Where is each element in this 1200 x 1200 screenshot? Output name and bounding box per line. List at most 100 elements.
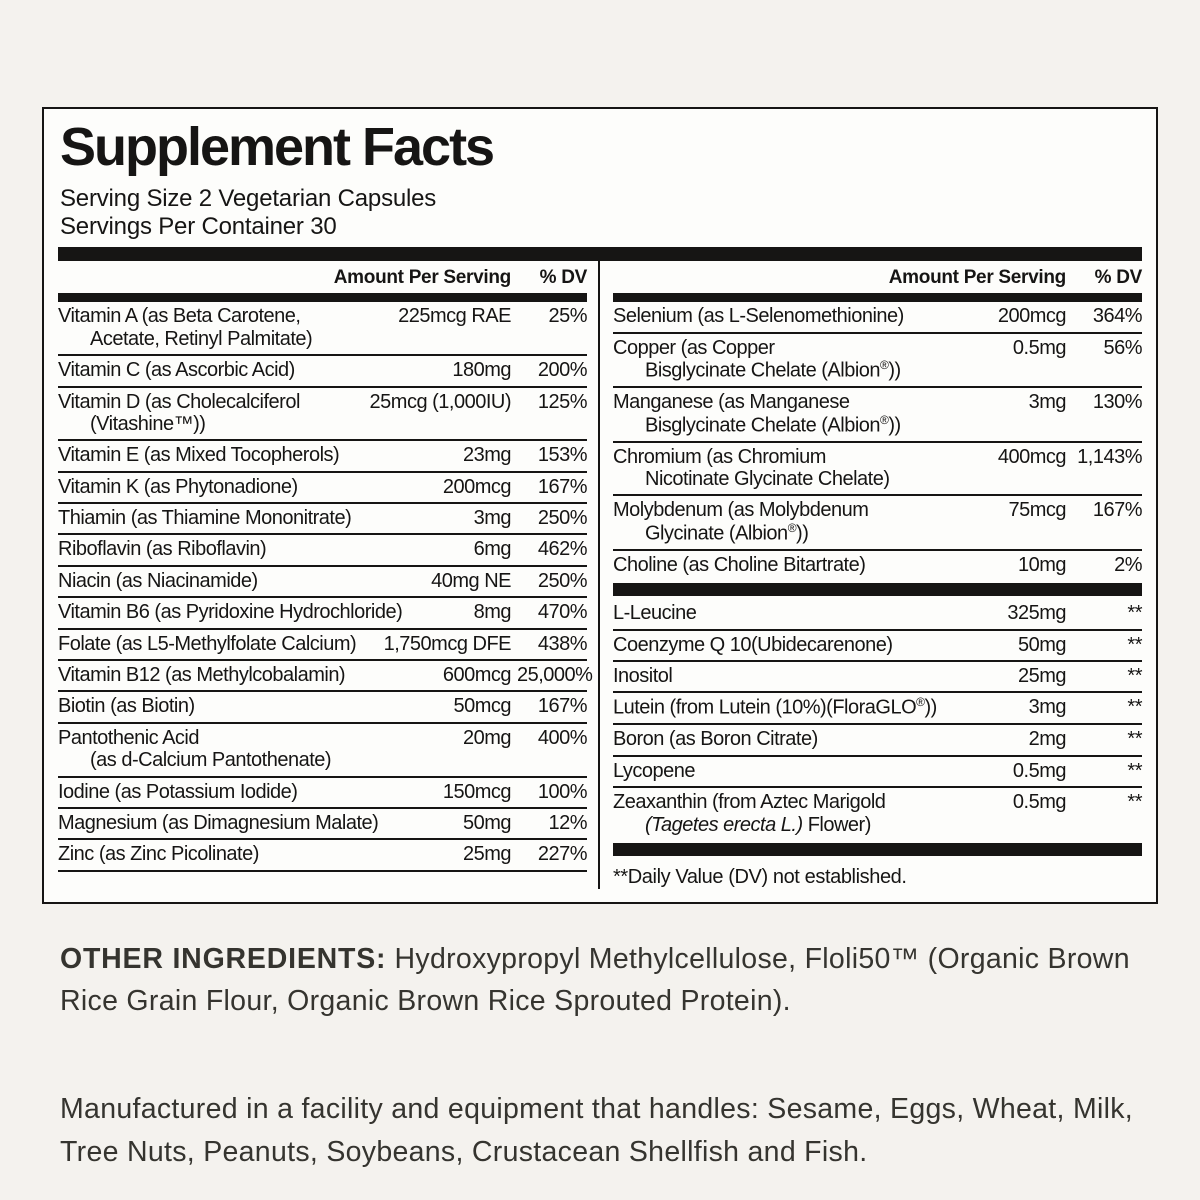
ingredient-name: Molybdenum (as Molybdenum Glycinate (Albi… [613, 499, 869, 545]
ingredient-name: Inositol [613, 665, 673, 687]
row-separator [58, 354, 587, 357]
row-separator [58, 838, 587, 841]
table-row: Thiamin (as Thiamine Mononitrate) 3mg 250% [58, 504, 588, 533]
ingredient-name: Vitamin K (as Phytonadione) [58, 475, 298, 498]
row-separator [613, 691, 1142, 694]
row-separator [613, 331, 1142, 334]
amount-cell: 50mg [1017, 633, 1067, 656]
amount-cell: 400mcg [997, 445, 1067, 468]
footer-text-block: OTHER INGREDIENTS: Hydroxypropyl Methylc… [60, 938, 1152, 1173]
dv-cell: 12% [548, 811, 587, 834]
amount-cell: 3mg [473, 507, 512, 530]
row-separator [58, 564, 587, 567]
amount-cell: 50mg [462, 811, 512, 834]
ingredient-name: Copper (as Copper Bisglycinate Chelate (A… [613, 336, 901, 382]
table-row: Zeaxanthin (from Aztec Marigold (Tagetes … [613, 788, 1143, 840]
dv-cell: 167% [537, 695, 588, 718]
dv-cell: 200% [537, 359, 588, 382]
table-row: Vitamin E (as Mixed Tocopherols) 23mg 153% [58, 441, 588, 470]
ingredient-name: Vitamin D (as Cholecalciferol (Vitashine™… [58, 390, 300, 435]
ingredient-name: Niacin (as Niacinamide) [58, 569, 258, 592]
facts-columns: Amount Per Serving % DV Vitamin A (as Be… [58, 261, 1143, 889]
table-row: Niacin (as Niacinamide) 40mg NE 250% [58, 567, 588, 596]
ingredient-name: Thiamin (as Thiamine Mononitrate) [58, 507, 352, 530]
table-row: Boron (as Boron Citrate) 2mg ** [613, 725, 1143, 754]
amount-cell: 200mcg [442, 475, 512, 498]
amount-header: Amount Per Serving [333, 267, 512, 289]
other-ingredients-paragraph: OTHER INGREDIENTS: Hydroxypropyl Methylc… [60, 938, 1152, 1022]
dv-cell: 100% [537, 780, 588, 803]
dv-cell: 400% [537, 726, 588, 749]
header-rule-bar [58, 293, 587, 303]
table-row: Lutein (from Lutein (10%)(FloraGLO®)) 3mg… [613, 693, 1143, 723]
amount-cell: 600mcg [442, 664, 512, 687]
dv-cell: 56% [1103, 336, 1142, 359]
amount-cell: 1,750mcg DFE [383, 632, 512, 655]
row-separator [58, 806, 587, 809]
section-divider-bar [613, 583, 1142, 597]
header-rule-bar [613, 293, 1142, 303]
amount-cell: 325mg [1007, 602, 1066, 625]
supplement-facts-panel: Supplement Facts Serving Size 2 Vegetari… [42, 107, 1158, 904]
table-row: Choline (as Choline Bitartrate) 10mg 2% [613, 551, 1143, 580]
ingredient-name: Folate (as L5-Methylfolate Calcium) [58, 632, 357, 655]
dv-cell: ** [1127, 759, 1142, 782]
panel-title: Supplement Facts [60, 117, 495, 177]
row-separator [613, 548, 1142, 551]
dv-cell: 130% [1092, 391, 1143, 414]
column-header-left: Amount Per Serving % DV [58, 261, 588, 293]
amount-cell: 3mg [1028, 391, 1067, 414]
dv-cell: ** [1127, 602, 1142, 625]
amount-cell: 25mcg (1,000IU) [369, 390, 512, 413]
servings-per-container-line: Servings Per Container 30 [60, 212, 337, 240]
row-separator [613, 723, 1142, 726]
table-row: Riboflavin (as Riboflavin) 6mg 462% [58, 535, 588, 564]
dv-cell: 125% [537, 390, 588, 413]
row-separator [613, 660, 1142, 662]
table-row: Iodine (as Potassium Iodide) 150mcg 100% [58, 778, 588, 807]
dv-footnote: **Daily Value (DV) not established. [613, 866, 907, 888]
column-header-right: Amount Per Serving % DV [613, 261, 1143, 293]
serving-size-line: Serving Size 2 Vegetarian Capsules [60, 184, 437, 212]
row-separator [613, 386, 1142, 389]
amount-cell: 180mg [452, 359, 511, 382]
amount-cell: 150mcg [442, 780, 512, 803]
table-row: L-Leucine 325mg ** [613, 599, 1143, 628]
row-separator [58, 385, 587, 388]
table-rows-left: Vitamin A (as Beta Carotene, Acetate, Ret… [58, 302, 593, 872]
table-row: Inositol 25mg ** [613, 662, 1143, 691]
dv-cell: 25% [548, 305, 587, 328]
dv-cell: 153% [537, 444, 588, 467]
amount-cell: 0.5mg [1012, 336, 1067, 359]
ingredient-name: Vitamin B12 (as Methylcobalamin) [58, 664, 346, 687]
other-ingredients-text: Hydroxypropyl Methylcellulose, Floli50™ … [60, 943, 1130, 1018]
ingredient-name: Biotin (as Biotin) [58, 695, 195, 718]
dv-cell: ** [1127, 633, 1142, 656]
table-row: Biotin (as Biotin) 50mcg 167% [58, 692, 588, 721]
row-separator [58, 869, 587, 872]
amount-cell: 25mg [1017, 665, 1067, 687]
ingredient-name: Vitamin E (as Mixed Tocopherols) [58, 444, 340, 467]
dv-cell: ** [1127, 665, 1142, 687]
amount-header: Amount Per Serving [888, 267, 1067, 289]
dv-cell: ** [1127, 728, 1142, 751]
ingredient-name: Boron (as Boron Citrate) [613, 728, 818, 751]
ingredient-name: Zinc (as Zinc Picolinate) [58, 843, 259, 866]
ingredient-name: Manganese (as Manganese Bisglycinate Chel… [613, 391, 901, 437]
amount-cell: 40mg NE [431, 569, 511, 592]
amount-cell: 2mg [1028, 728, 1067, 751]
facts-column-left: Amount Per Serving % DV Vitamin A (as Be… [58, 261, 598, 889]
ingredient-name: Pantothenic Acid (as d-Calcium Pantothena… [58, 726, 332, 772]
dv-cell: 250% [537, 507, 588, 530]
amount-cell: 0.5mg [1012, 791, 1067, 814]
dv-cell: 1,143% [1077, 445, 1142, 468]
table-row: Pantothenic Acid (as d-Calcium Pantothena… [58, 724, 588, 776]
dv-cell: 462% [537, 538, 588, 561]
row-separator [613, 754, 1142, 757]
facts-column-right: Amount Per Serving % DV Selenium (as L-S… [598, 261, 1143, 889]
ingredient-name: Magnesium (as Dimagnesium Malate) [58, 811, 379, 834]
row-separator [58, 690, 587, 693]
row-separator [58, 659, 587, 662]
amount-cell: 6mg [473, 538, 512, 561]
amount-cell: 0.5mg [1012, 759, 1067, 782]
